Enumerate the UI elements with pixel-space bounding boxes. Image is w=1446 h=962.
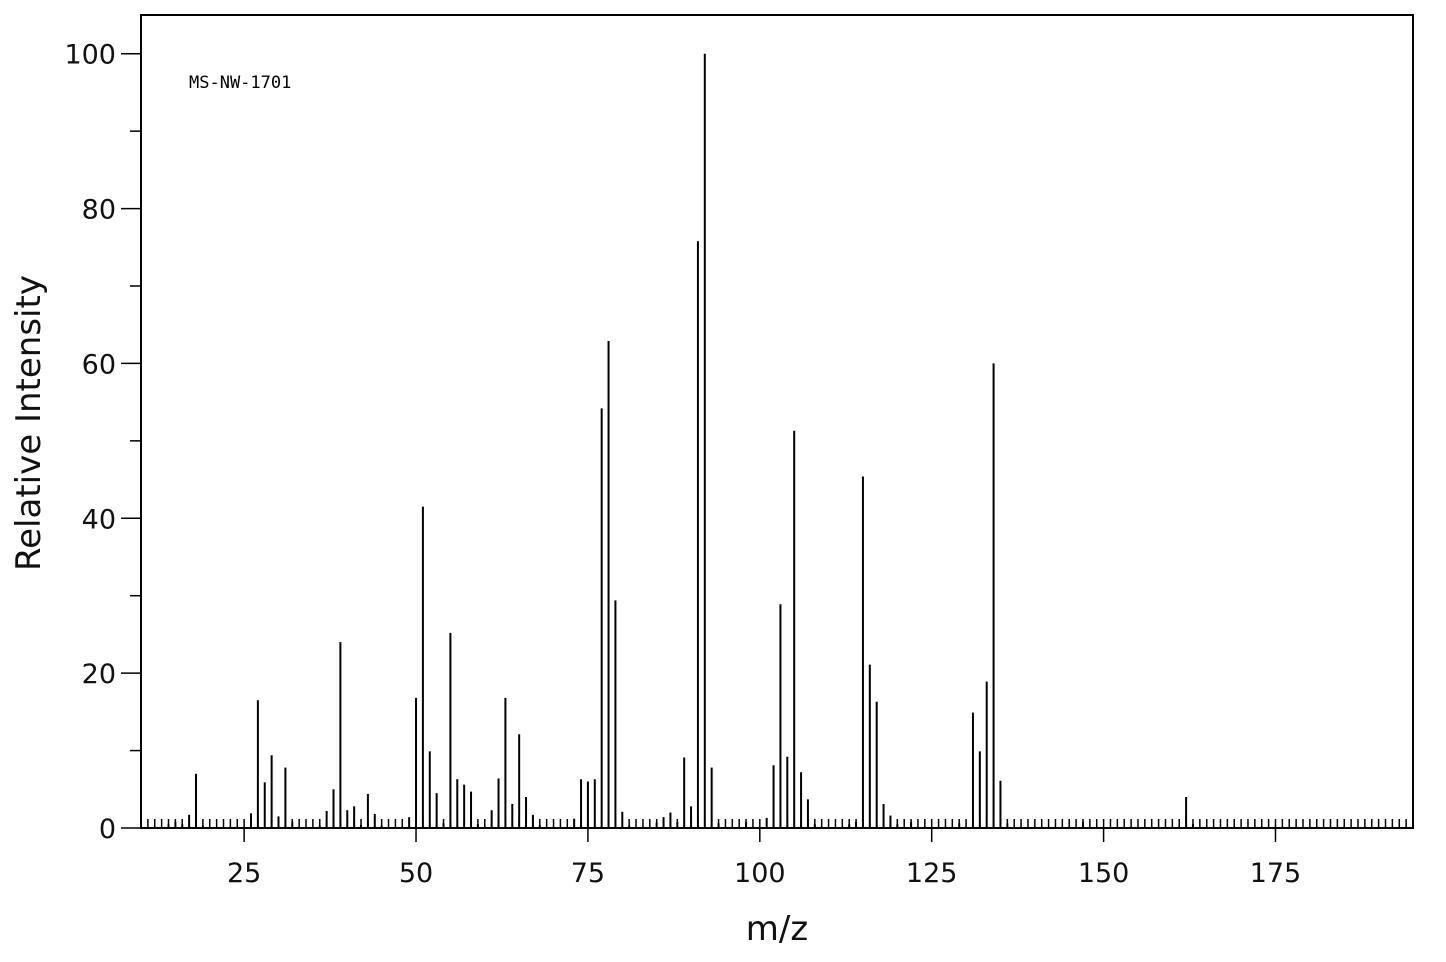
x-tick-label: 175 — [1250, 858, 1302, 889]
y-tick-label: 100 — [64, 40, 116, 71]
y-tick-label: 80 — [82, 195, 116, 226]
y-axis: 0 20 40 60 80 100 — [64, 40, 141, 845]
x-tick-label: 50 — [399, 858, 433, 889]
x-tick-label: 150 — [1078, 858, 1130, 889]
x-axis-label: m/z — [746, 909, 808, 949]
y-axis-label: Relative Intensity — [9, 275, 49, 571]
x-tick-label: 25 — [227, 858, 261, 889]
y-tick-label: 20 — [82, 659, 116, 690]
peaks — [167, 53, 1194, 828]
x-tick-label: 125 — [906, 858, 958, 889]
minor-ticks — [140, 819, 1414, 828]
spectrum-id-annotation: MS-NW-1701 — [189, 73, 291, 93]
x-tick-label: 100 — [734, 858, 786, 889]
y-tick-label: 40 — [82, 504, 116, 535]
plot-frame — [140, 14, 1414, 829]
x-tick-label: 75 — [571, 858, 605, 889]
y-tick-label: 60 — [82, 349, 116, 380]
y-tick-label: 0 — [99, 814, 116, 845]
x-axis: 25 50 75 100 125 150 175 — [227, 828, 1301, 889]
